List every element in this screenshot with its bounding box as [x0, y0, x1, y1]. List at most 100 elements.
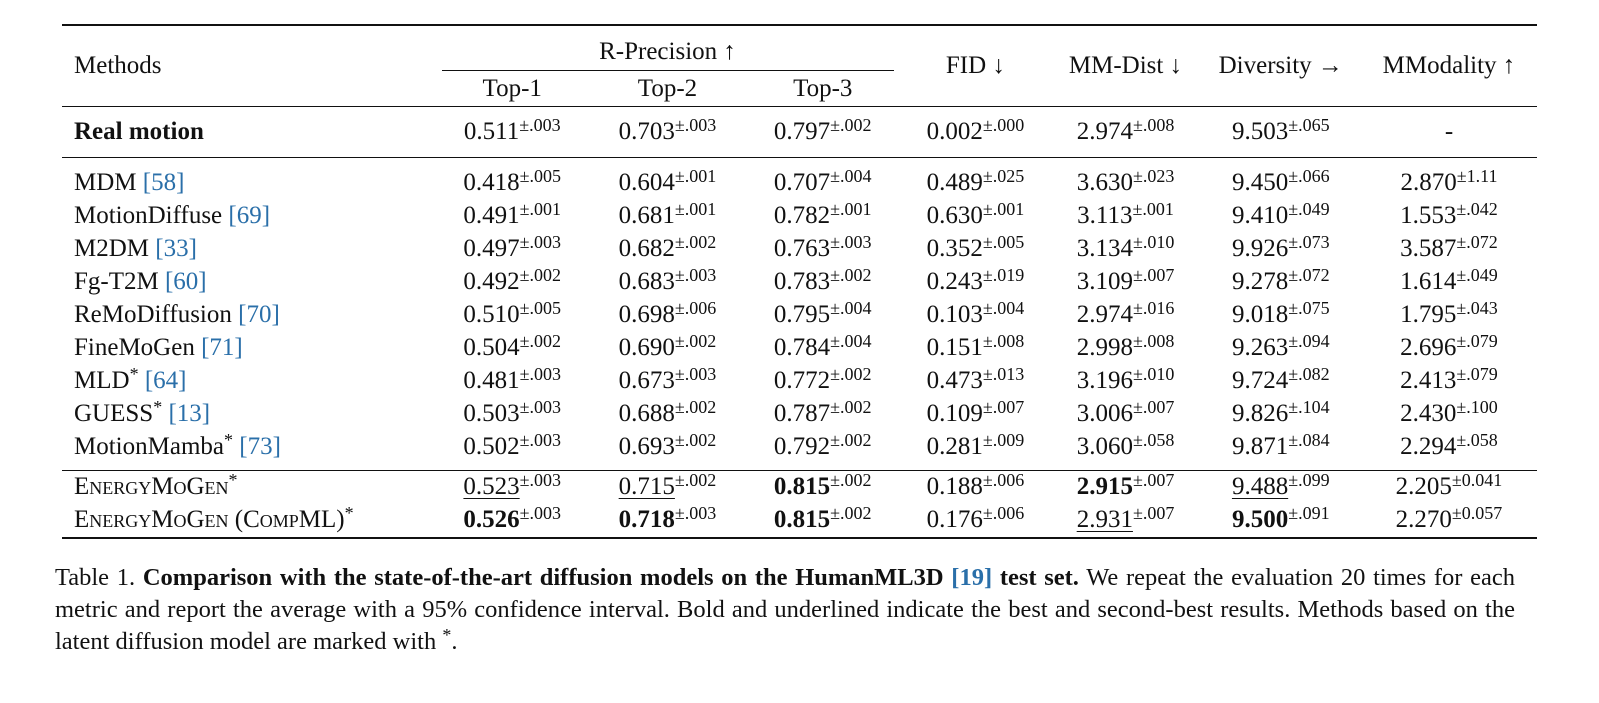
- method-label: M2DM: [74, 234, 156, 262]
- value: 0.151: [926, 334, 983, 362]
- confidence-interval: ±.006: [982, 503, 1025, 524]
- cell-mmodality: 2.294±.058: [1361, 431, 1537, 471]
- confidence-interval: ±.008: [982, 331, 1025, 352]
- cell-mmodality: 2.696±.079: [1361, 331, 1537, 364]
- confidence-interval: ±.006: [674, 297, 717, 318]
- confidence-interval: ±.099: [1288, 470, 1330, 491]
- cell-mmodality: 2.205±0.041: [1361, 470, 1537, 504]
- cell-top3: 0.784±.004: [745, 331, 900, 364]
- citation-link[interactable]: [69]: [228, 201, 271, 229]
- value: 0.492: [463, 267, 520, 295]
- cell-top3: 0.783±.002: [745, 265, 900, 298]
- confidence-interval: ±.042: [1456, 198, 1498, 219]
- confidence-interval: ±.075: [1288, 297, 1330, 318]
- cell-diversity: 9.450±.066: [1201, 158, 1361, 200]
- confidence-interval: ±0.057: [1451, 503, 1503, 524]
- confidence-interval: ±.058: [1132, 430, 1175, 451]
- caption-star: *: [442, 625, 452, 645]
- confidence-interval: ±.007: [1132, 503, 1175, 524]
- cell-top2: 0.715±.002: [590, 470, 745, 504]
- cell-fid: 0.103±.004: [900, 298, 1050, 331]
- confidence-interval: ±.104: [1288, 397, 1330, 418]
- cell-mmdist: 2.915±.007: [1050, 470, 1200, 504]
- value: 0.523: [463, 473, 520, 501]
- cell-fid: 0.002±.000: [926, 115, 1025, 145]
- confidence-interval: ±.003: [519, 364, 562, 385]
- value: 0.792: [773, 433, 831, 461]
- value: 0.504: [463, 334, 520, 362]
- cell-top2: 0.698±.006: [590, 298, 745, 331]
- cell-fid: 0.281±.009: [900, 431, 1050, 471]
- citation-link[interactable]: [58]: [142, 168, 185, 196]
- value: 2.205: [1395, 473, 1452, 501]
- confidence-interval: ±.002: [830, 430, 872, 451]
- value: 9.410: [1231, 201, 1289, 229]
- confidence-interval: ±.001: [519, 198, 562, 219]
- citation-link[interactable]: [33]: [155, 234, 197, 262]
- value: 1.614: [1400, 267, 1457, 295]
- value: 0.795: [773, 300, 831, 328]
- citation-link[interactable]: [64]: [144, 367, 187, 395]
- confidence-interval: ±.079: [1456, 364, 1498, 385]
- value: 9.450: [1231, 168, 1289, 196]
- value: 0.502: [463, 433, 520, 461]
- cell-mmodality: 1.553±.042: [1361, 199, 1537, 232]
- ours-rows: EnergyMoGen* 0.523±.003 0.715±.002 0.815±.0…: [62, 470, 1537, 538]
- cell-mmodality: 1.614±.049: [1361, 265, 1537, 298]
- latent-star: *: [344, 503, 354, 524]
- citation-link[interactable]: [70]: [238, 300, 280, 328]
- confidence-interval: ±.094: [1288, 331, 1330, 352]
- cell-top2: 0.681±.001: [590, 199, 745, 232]
- confidence-interval: ±.007: [1132, 264, 1175, 285]
- cell-top1: 0.481±.003: [435, 365, 590, 398]
- header-methods: Methods: [74, 52, 162, 79]
- value: 0.782: [773, 201, 831, 229]
- citation-link[interactable]: [73]: [239, 433, 281, 461]
- caption-bold-end: test set.: [992, 564, 1079, 591]
- citation-link[interactable]: [71]: [201, 334, 243, 362]
- value: 3.006: [1076, 400, 1133, 428]
- header-mmodality: MModality ↑: [1382, 52, 1516, 79]
- cell-mmdist: 2.974±.016: [1050, 298, 1200, 331]
- confidence-interval: ±.043: [1456, 297, 1498, 318]
- citation-link[interactable]: [60]: [164, 267, 207, 295]
- cell-fid: 0.473±.013: [900, 365, 1050, 398]
- confidence-interval: ±.007: [982, 397, 1025, 418]
- value: 2.696: [1400, 334, 1457, 362]
- confidence-interval: ±.003: [519, 470, 562, 491]
- caption-end: .: [451, 628, 458, 655]
- confidence-interval: ±.005: [982, 231, 1025, 252]
- confidence-interval: ±.066: [1288, 165, 1330, 186]
- method-name: EnergyMoGen*: [62, 470, 435, 504]
- cell-top3: 0.782±.001: [745, 199, 900, 232]
- value: 2.974: [1076, 300, 1133, 328]
- cell-top3: 0.795±.004: [745, 298, 900, 331]
- confidence-interval: ±.025: [982, 165, 1025, 186]
- cell-top1: 0.502±.003: [435, 431, 590, 471]
- cell-top2: 0.703±.003: [618, 115, 717, 145]
- cell-top3: 0.815±.002: [745, 470, 900, 504]
- method-name: MDM [58]: [62, 158, 435, 200]
- cell-top2: 0.688±.002: [590, 398, 745, 431]
- citation-link[interactable]: [13]: [168, 400, 211, 428]
- cell-mmodality: 1.795±.043: [1361, 298, 1537, 331]
- confidence-interval: ±.003: [830, 231, 872, 252]
- confidence-interval: ±0.041: [1451, 470, 1503, 491]
- confidence-interval: ±.005: [519, 297, 562, 318]
- results-table: Methods R-Precision ↑ FID ↓ MM-Dist ↓ Di…: [62, 24, 1537, 539]
- value: 9.926: [1231, 234, 1289, 262]
- confidence-interval: ±.002: [830, 470, 872, 491]
- confidence-interval: ±.007: [1132, 397, 1175, 418]
- confidence-interval: ±.002: [674, 430, 717, 451]
- cell-top3: 0.792±.002: [745, 431, 900, 471]
- value: 3.060: [1076, 433, 1133, 461]
- table-row: FineMoGen [71] 0.504±.002 0.690±.002 0.784±…: [62, 331, 1537, 364]
- method-label: ReMoDiffusion: [74, 300, 239, 328]
- value: 0.698: [618, 300, 675, 328]
- confidence-interval: ±.073: [1288, 231, 1330, 252]
- latent-star: *: [153, 397, 163, 418]
- cell-top1: 0.497±.003: [435, 232, 590, 265]
- caption-cite[interactable]: [19]: [951, 564, 993, 591]
- value: 0.481: [463, 367, 520, 395]
- table-row: MotionMamba* [73] 0.502±.003 0.693±.002 0.7…: [62, 431, 1537, 471]
